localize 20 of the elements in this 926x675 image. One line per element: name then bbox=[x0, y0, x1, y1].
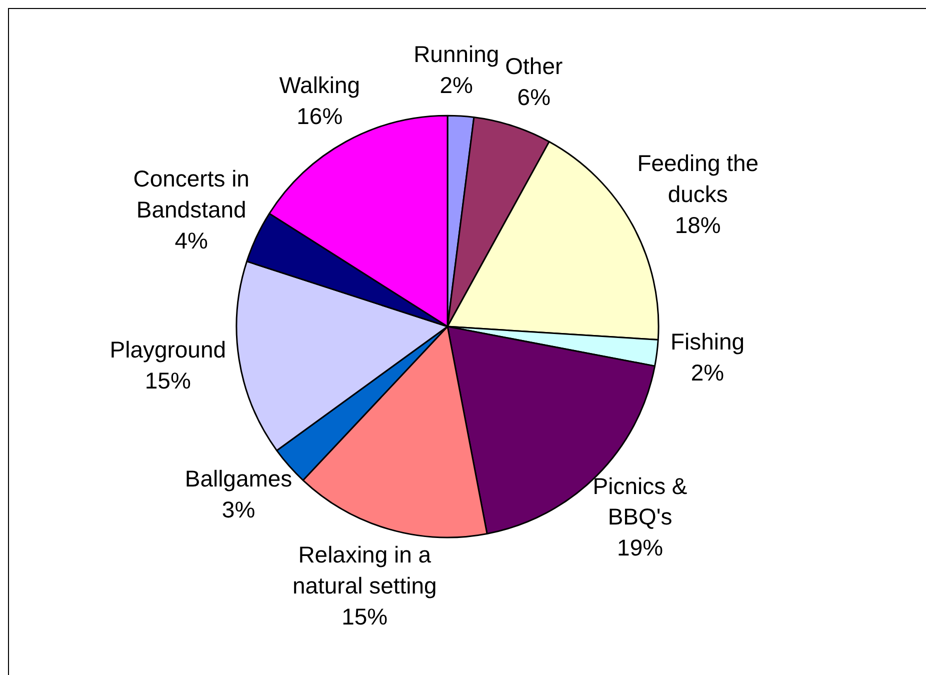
data-label: 2% bbox=[690, 359, 724, 386]
data-label: 3% bbox=[222, 496, 256, 523]
slice-label: Ballgames bbox=[184, 466, 292, 492]
slice-label: Other bbox=[505, 53, 563, 80]
slice-label: Feeding the ducks bbox=[637, 150, 759, 208]
data-label: 18% bbox=[674, 212, 721, 238]
data-label: 15% bbox=[144, 367, 191, 394]
data-label: 15% bbox=[342, 603, 388, 630]
slice-label: Running bbox=[414, 41, 500, 68]
data-label: 16% bbox=[296, 103, 343, 130]
slice-label: Fishing bbox=[670, 328, 745, 354]
slice-label: Relaxing in a natural setting bbox=[292, 541, 437, 598]
slice-label: Playground bbox=[110, 336, 226, 362]
slice-label: Walking bbox=[279, 72, 360, 98]
data-label: 6% bbox=[517, 84, 550, 110]
data-label: 19% bbox=[617, 534, 664, 561]
data-label: 2% bbox=[440, 72, 473, 98]
slice-label: Concerts in Bandstand bbox=[133, 165, 250, 222]
data-label: 4% bbox=[174, 227, 208, 254]
slice-label: Picnics & BBQ's bbox=[592, 472, 688, 530]
